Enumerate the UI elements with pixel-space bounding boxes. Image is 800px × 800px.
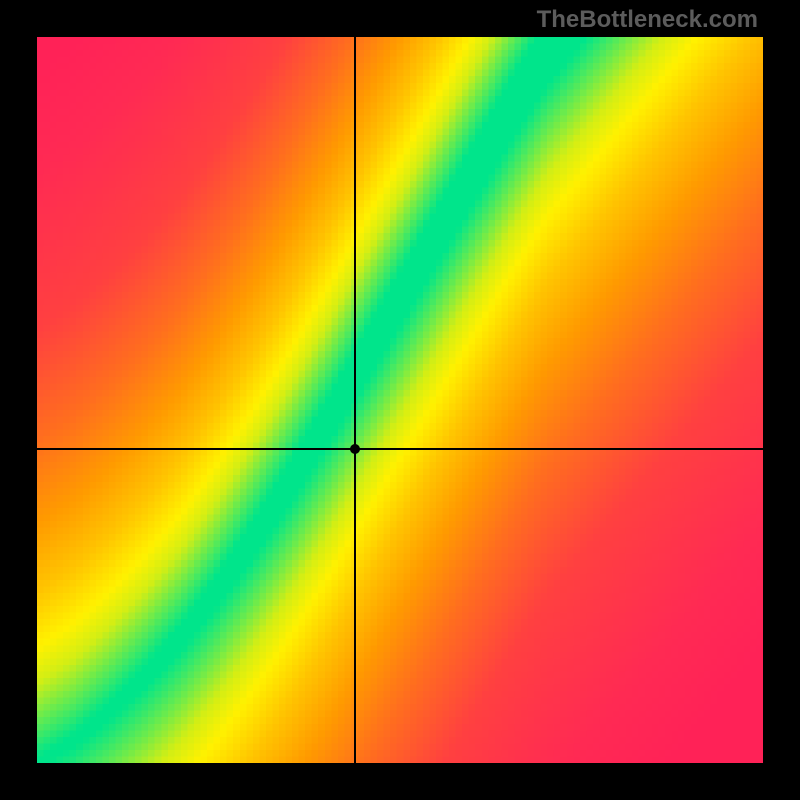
crosshair-horizontal (37, 448, 763, 450)
crosshair-marker (350, 444, 360, 454)
heatmap-plot (37, 37, 763, 763)
watermark-text: TheBottleneck.com (537, 6, 758, 34)
heatmap-canvas (37, 37, 763, 763)
crosshair-vertical (354, 37, 356, 763)
chart-frame: TheBottleneck.com (0, 0, 800, 800)
